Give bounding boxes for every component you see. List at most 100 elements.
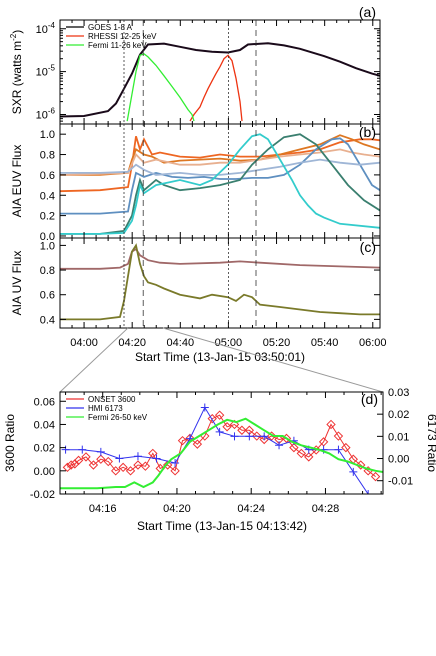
legend-fermi-hxr-label: Fermi 26-50 keV xyxy=(88,413,148,422)
panel-d-y-tick-right-label-1: 0.02 xyxy=(388,409,409,421)
onset-point xyxy=(148,448,158,459)
legend-fermi-label: Fermi 11-26 keV xyxy=(88,41,147,50)
panel-b-y-tick-label-0: 0.0 xyxy=(40,231,55,243)
hmi-point xyxy=(133,452,142,461)
panel-b-y-tick-label-2: 0.4 xyxy=(40,190,55,202)
panel-a-legend: GOES 1-8 A RHESSI 12-25 keV Fermi 11-26 … xyxy=(66,23,157,50)
onset-point xyxy=(62,462,73,473)
onset-point xyxy=(133,460,143,470)
onset-point xyxy=(177,435,188,446)
panel-c-series-line-1 xyxy=(60,243,380,321)
onset-point xyxy=(110,466,121,476)
legend-goes-label: GOES 1-8 A xyxy=(88,23,133,32)
panel-d-series xyxy=(60,403,383,494)
onset-point xyxy=(103,456,113,467)
onset-point xyxy=(266,431,277,441)
onset-point xyxy=(326,419,336,430)
panel-d-x-axis-title: Start Time (13-Jan-15 04:13:42) xyxy=(137,519,307,533)
panel-d-y-tick-right-label-4: -0.01 xyxy=(388,476,413,488)
panel-b-y-tick-label-5: 1.0 xyxy=(40,129,55,141)
panel-d-y-tick-right-label-3: 0.00 xyxy=(388,454,409,466)
onset-point xyxy=(70,459,80,469)
panel-c-series xyxy=(60,243,380,321)
hmi-point xyxy=(61,445,70,454)
panel-b-series-line-4 xyxy=(60,158,380,176)
panel-b-series xyxy=(60,133,380,235)
onset-point xyxy=(252,431,262,441)
panel-d-y-axis-title-right: 6173 Ratio xyxy=(425,414,436,472)
hmi-point xyxy=(260,432,269,441)
hmi-point xyxy=(275,441,284,450)
legend-onset-label: ONSET 3600 xyxy=(88,395,136,404)
onset-point xyxy=(207,413,217,424)
onset-point xyxy=(289,442,299,453)
panel-a-series-line-2 xyxy=(126,53,195,122)
panel-d-y-tick-right-label-2: 0.01 xyxy=(388,431,409,443)
panel-c-y-tick-label-3: 1.0 xyxy=(40,240,55,252)
panel-d-y-tick-label-3: 0.00 xyxy=(34,466,55,478)
panel-d-x-tick-label-3: 04:28 xyxy=(312,503,340,515)
panel-a-series xyxy=(60,42,380,122)
hmi-point xyxy=(349,467,358,476)
panel-d-y-tick-label-4: -0.02 xyxy=(30,489,55,501)
panel-c-x-tick-label-6: 06:00 xyxy=(359,337,387,349)
panel-b-y-tick-label-3: 0.6 xyxy=(40,170,55,182)
onset-point xyxy=(170,466,180,476)
panel-d-legend: ONSET 3600 HMI 6173 Fermi 26-50 keV xyxy=(66,395,148,422)
panel-a-label: (a) xyxy=(359,4,376,20)
panel-d-series-line-2 xyxy=(60,417,383,490)
panel-c: 0.4 0.6 0.8 1.0 04:00 04:20 04:40 05:00 05:20 05… xyxy=(10,237,387,364)
onset-point xyxy=(214,410,225,420)
panel-c-plot xyxy=(60,243,380,321)
panel-c-y-tick-label-1: 0.6 xyxy=(40,290,55,302)
panel-a-y-ticks: 10-4 10-5 10-6 xyxy=(36,21,380,125)
panel-b-plot xyxy=(60,133,380,235)
panel-d-y-ticks-left: 0.06 0.04 0.02 0.00 -0.02 xyxy=(30,396,66,501)
panel-a-plot xyxy=(60,42,380,122)
onset-point xyxy=(162,460,173,470)
panel-d-series-line-0 xyxy=(67,414,376,477)
panel-d-y-tick-label-1: 0.04 xyxy=(34,419,55,431)
onset-point xyxy=(341,442,351,453)
onset-point xyxy=(66,460,76,470)
hmi-point xyxy=(215,427,224,436)
onset-point xyxy=(229,419,240,430)
panel-b: 0.0 0.2 0.4 0.6 0.8 1.0 (b) AIA EUV Flux xyxy=(10,123,381,243)
onset-point xyxy=(304,452,314,462)
panel-d-y-ticks-right: 0.03 0.02 0.01 0.00 -0.01 xyxy=(377,387,413,488)
panel-d-x-tick-label-2: 04:24 xyxy=(237,503,265,515)
onset-point xyxy=(125,466,136,476)
panel-c-x-tick-label-1: 04:20 xyxy=(118,337,146,349)
hmi-point xyxy=(200,403,209,412)
panel-d-y-axis-title-left: 3600 Ratio xyxy=(3,414,17,472)
legend-rhessi-label: RHESSI 12-25 keV xyxy=(88,32,157,41)
hmi-point xyxy=(334,445,343,454)
panel-b-y-axis-title: AIA EUV Flux xyxy=(10,145,24,218)
panel-c-x-tick-label-3: 05:00 xyxy=(215,337,243,349)
hmi-point xyxy=(78,445,87,454)
panel-b-y-ticks: 0.0 0.2 0.4 0.6 0.8 1.0 xyxy=(40,129,380,243)
panel-c-frame xyxy=(59,237,381,329)
panel-b-label: (b) xyxy=(359,124,376,140)
panel-b-series-line-6 xyxy=(60,133,380,235)
panel-a-y-axis-title: SXR (watts m-2) xyxy=(9,30,24,114)
panel-b-series-line-5 xyxy=(60,133,380,235)
panel-c-y-tick-label-0: 0.4 xyxy=(40,314,55,326)
panel-c-x-tick-label-2: 04:40 xyxy=(167,337,195,349)
panel-c-series-line-0 xyxy=(60,247,380,270)
onset-point xyxy=(370,471,381,482)
panel-c-y-axis-title: AIA UV Flux xyxy=(10,251,24,316)
onset-point xyxy=(192,439,203,449)
zoom-connector-right xyxy=(162,327,384,393)
panel-a-series-line-0 xyxy=(60,42,380,118)
zoom-connector-left xyxy=(59,327,129,393)
zoom-connectors xyxy=(59,327,384,393)
panel-d: 0.06 0.04 0.02 0.00 -0.02 0.03 0.02 0.01 0.00 -0… xyxy=(3,387,436,533)
panel-d-label: (d) xyxy=(361,391,378,407)
panel-c-x-tick-label-5: 05:40 xyxy=(311,337,339,349)
panel-a-y-tick-label-0: 10-4 xyxy=(36,21,56,36)
panel-b-series-line-3 xyxy=(60,137,380,215)
panel-a-y-tick-label-1: 10-5 xyxy=(36,64,56,79)
panel-d-plot xyxy=(60,403,383,494)
hmi-point xyxy=(230,432,239,441)
